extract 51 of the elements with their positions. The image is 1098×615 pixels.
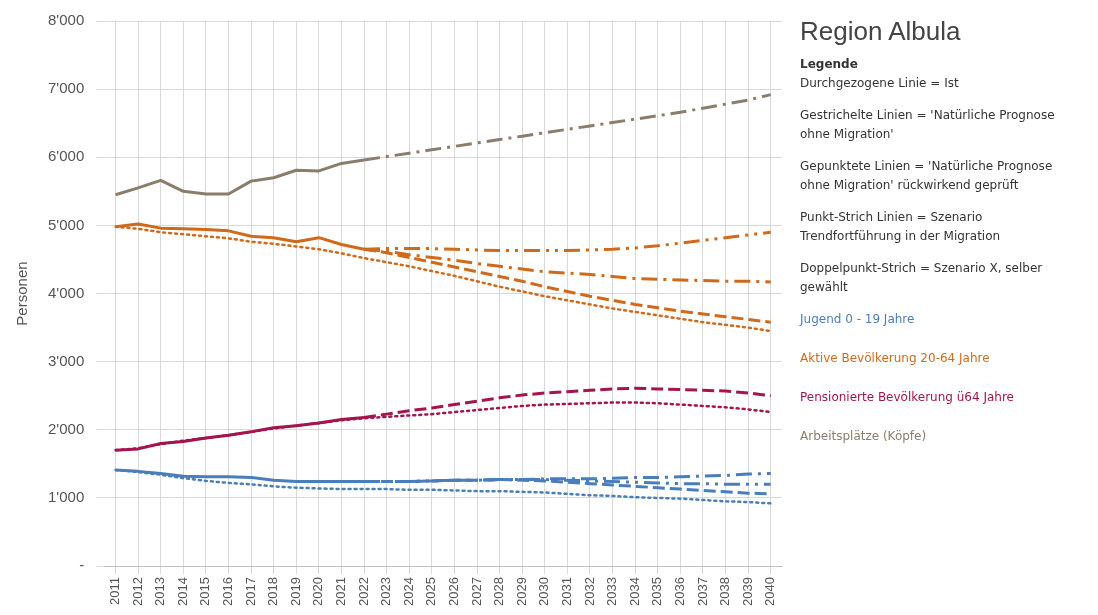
legend-title: Legende [800,56,859,73]
y-tick-label: - [79,556,85,574]
text: Jugend 0 - 19 Jahre [800,311,916,328]
x-tick-label: 2019 [287,577,303,606]
y-tick-label: 5'000 [48,215,85,233]
text: Aktive Bevölkerung 20-64 Jahre [800,350,991,367]
text: Doppelpunkt-Strich = Szenario X, selber gewählt [800,260,1044,296]
x-tick-label: 2023 [378,577,394,606]
x-tick-label: 2017 [242,577,258,606]
x-tick-label: 2033 [604,577,620,606]
y-tick-label: 3'000 [48,351,85,369]
y-tick-label: 1'000 [48,488,85,506]
x-tick-label: 2011 [107,577,123,606]
x-tick-label: 2020 [310,577,326,606]
x-tick-label: 2034 [626,577,642,606]
x-tick-label: 2024 [400,577,416,606]
x-tick-label: 2018 [265,577,281,606]
y-tick-label: 4'000 [48,283,85,301]
x-tick-label: 2036 [671,577,687,606]
text: Gepunktete Linien = 'Natürliche Prognose ohne Migration' rückwirkend geprüft [800,158,1054,194]
x-tick-label: 2014 [174,577,190,606]
x-tick-label: 2027 [468,577,484,606]
x-tick-label: 2022 [355,577,371,606]
x-tick-label: 2028 [491,577,507,606]
x-tick-label: 2030 [536,577,552,606]
x-tick-label: 2032 [581,577,597,606]
text: Region Albula [800,16,962,46]
x-tick-label: 2026 [445,577,461,606]
x-tick-label: 2039 [739,577,755,606]
x-tick-label: 2029 [513,577,529,606]
x-tick-label: 2021 [333,577,349,606]
x-tick-label: 2015 [197,577,213,606]
y-tick-label: 6'000 [48,147,85,165]
x-tick-label: 2040 [762,577,778,606]
x-tick-label: 2038 [717,577,733,606]
x-tick-label: 2012 [129,577,145,606]
x-tick-label: 2035 [649,577,665,606]
y-axis-title: Personen [13,261,31,326]
y-tick-label: 2'000 [48,419,85,437]
y-tick-label: 8'000 [48,11,85,29]
text: Arbeitsplätze (Köpfe) [800,428,928,445]
x-tick-label: 2013 [152,577,168,606]
text: Pensionierte Bevölkerung ü64 Jahre [800,389,1015,406]
x-tick-label: 2025 [423,577,439,606]
y-tick-label: 7'000 [48,79,85,97]
x-tick-label: 2031 [558,577,574,606]
x-tick-label: 2037 [694,577,710,606]
text: Gestrichelte Linien = 'Natürliche Prognose ohne Migration' [800,107,1056,143]
x-tick-label: 2016 [220,577,236,606]
text: Punkt-Strich Linien = Szenario Trendfortführung in der Migration [800,209,1002,245]
text: Durchgezogene Linie = Ist [800,75,960,92]
